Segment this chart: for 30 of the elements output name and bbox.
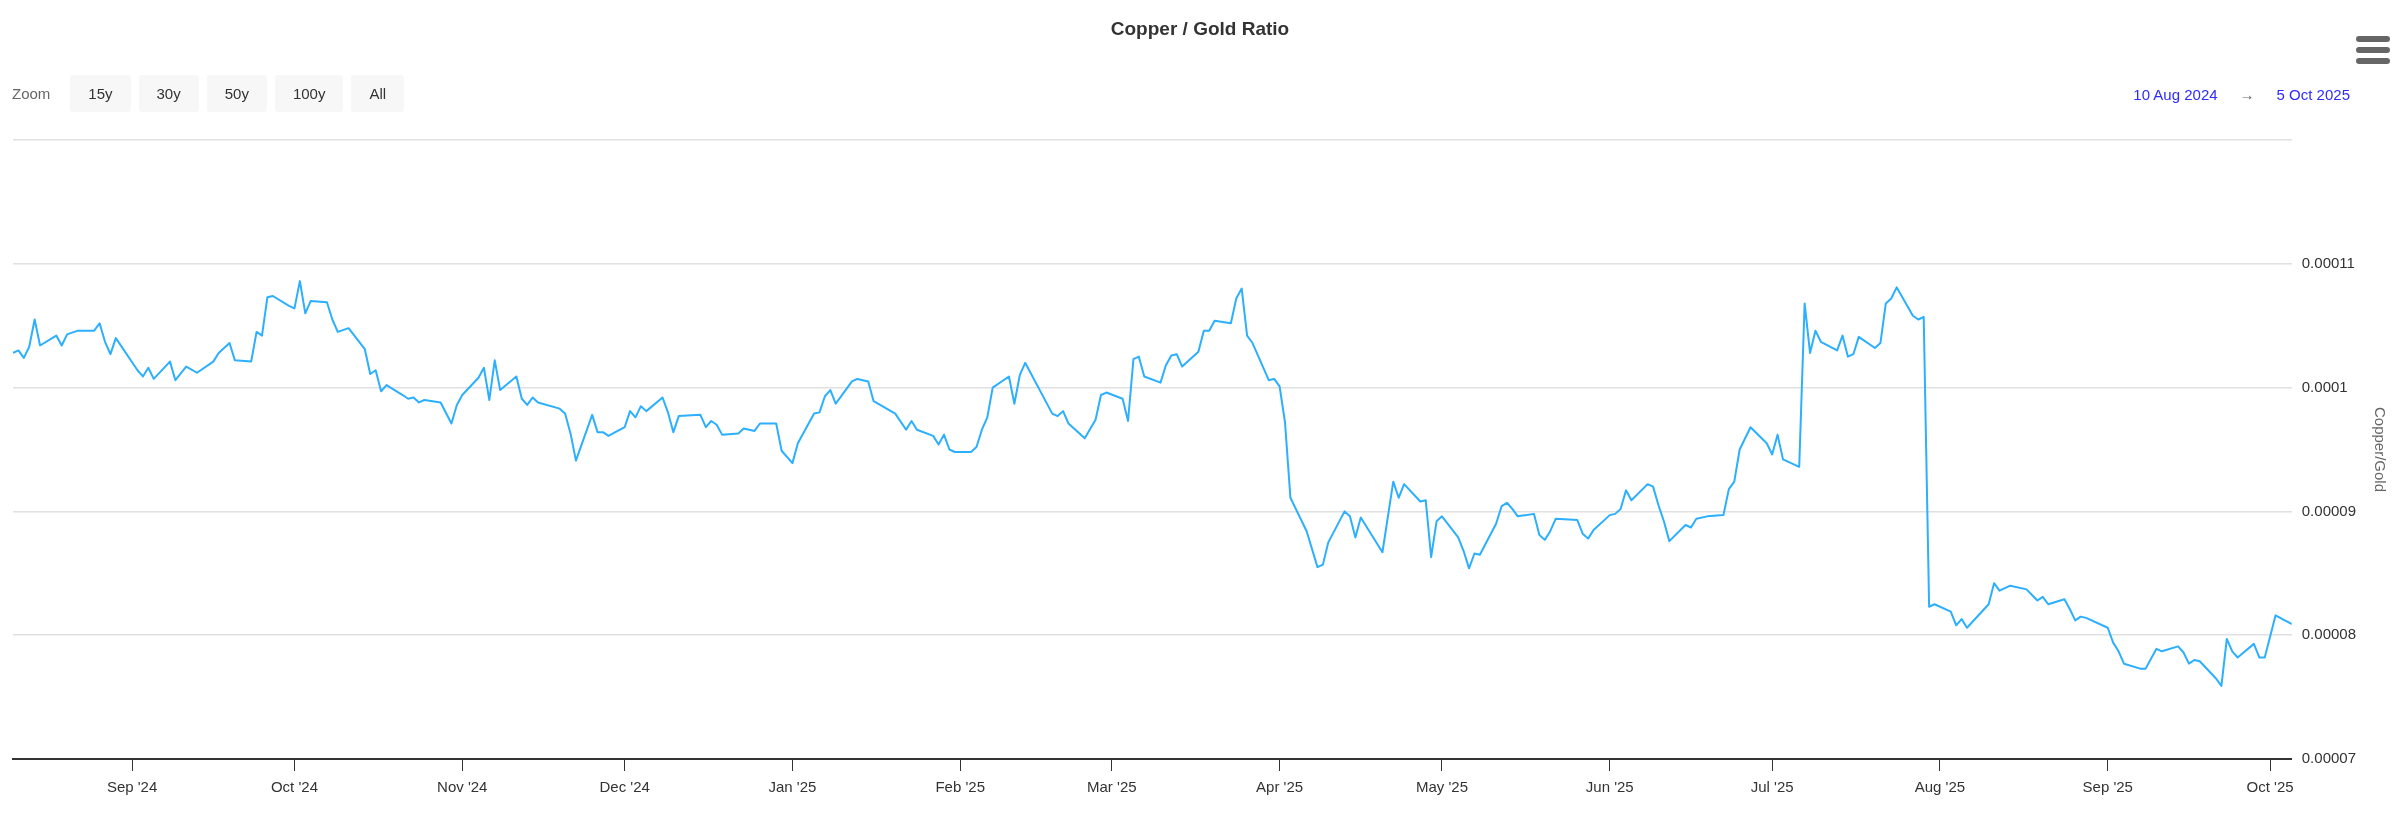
x-tick-label: Oct '24 xyxy=(270,778,318,796)
x-tick-label: Sep '25 xyxy=(2082,778,2133,796)
y-tick-label: 0.00008 xyxy=(2301,625,2357,643)
x-tick-label: Jul '25 xyxy=(1750,778,1794,796)
x-tick-label: Dec '24 xyxy=(599,778,650,796)
text: 5 Oct 2025 xyxy=(2276,86,2350,103)
x-tick-label: Nov '24 xyxy=(437,778,488,796)
text: 15y xyxy=(70,75,131,112)
text: 50y xyxy=(206,75,267,112)
x-tick-label: Oct '25 xyxy=(2246,778,2294,796)
y-tick-label: 0.00009 xyxy=(2301,501,2357,519)
text: 100y xyxy=(274,75,344,112)
text: 30y xyxy=(138,75,199,112)
chart-title: Copper / Gold Ratio xyxy=(1109,18,1291,40)
x-tick-label: Apr '25 xyxy=(1256,778,1304,796)
text: → xyxy=(2239,86,2255,103)
x-tick-label: May '25 xyxy=(1415,778,1468,796)
y-axis-title: Copper/Gold xyxy=(2371,406,2389,493)
text: All xyxy=(351,75,405,112)
x-tick-label: Jan '25 xyxy=(768,778,817,796)
x-tick-label: Jun '25 xyxy=(1585,778,1634,796)
x-tick-label: Aug '25 xyxy=(1914,778,1966,796)
x-tick-label: Sep '24 xyxy=(106,778,158,796)
y-tick-label: 0.00007 xyxy=(2301,749,2357,767)
y-tick-label: 0.0001 xyxy=(2301,377,2348,395)
y-tick-label: 0.00011 xyxy=(2301,253,2355,271)
text: Zoom xyxy=(12,85,51,102)
text: 10 Aug 2024 xyxy=(2133,86,2218,103)
x-tick-label: Feb '25 xyxy=(935,778,986,796)
x-tick-label: Mar '25 xyxy=(1087,778,1137,796)
